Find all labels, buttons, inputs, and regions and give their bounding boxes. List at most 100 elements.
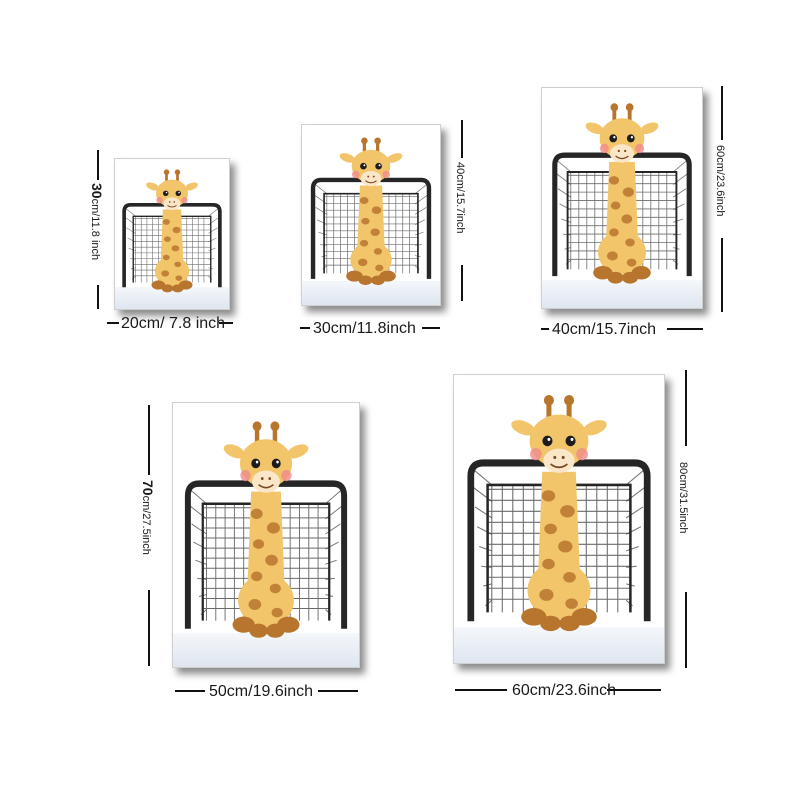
giraffe-spot <box>541 490 556 502</box>
giraffe-eye <box>162 190 169 197</box>
giraffe-foot <box>358 275 373 286</box>
giraffe-spot <box>371 206 382 215</box>
poster-floor <box>115 287 229 309</box>
giraffe-spot <box>625 238 635 247</box>
giraffe-spot <box>626 258 637 267</box>
giraffe-horn-tip <box>163 169 170 175</box>
giraffe-eye-glint <box>276 460 279 464</box>
giraffe-spot <box>621 214 633 224</box>
width-dimension-line <box>455 689 507 691</box>
giraffe-nostril <box>168 201 171 203</box>
width-label: 50cm/19.6inch <box>209 683 314 700</box>
giraffe-eye-glint <box>363 164 366 167</box>
giraffe-foot <box>172 284 184 293</box>
giraffe-spot <box>174 261 182 268</box>
giraffe-head <box>351 149 391 183</box>
giraffe-cheek <box>576 447 588 461</box>
giraffe-horn <box>362 141 367 153</box>
giraffe-horn-tip <box>252 421 262 432</box>
giraffe-spot <box>172 226 181 234</box>
giraffe-eye <box>360 162 367 170</box>
giraffe-foot <box>371 275 385 286</box>
giraffe-head <box>239 439 293 488</box>
giraffe-eye <box>175 190 182 197</box>
poster-floor <box>454 627 664 663</box>
height-dimension-line <box>461 265 463 301</box>
height-label: 60cm/23.6inch <box>714 145 726 217</box>
giraffe-foot <box>232 616 255 633</box>
giraffe-nostril <box>173 201 176 203</box>
giraffe-spot <box>610 201 621 210</box>
giraffe-eye-glint <box>630 136 634 139</box>
height-label: 30cm/11.8 inch <box>89 183 105 261</box>
giraffe-ear <box>146 182 160 191</box>
giraffe-head <box>156 179 188 208</box>
giraffe-spot <box>563 571 576 583</box>
giraffe-spot <box>560 505 575 518</box>
giraffe-eye <box>609 134 618 143</box>
giraffe-spot <box>171 245 180 252</box>
giraffe-spot <box>558 540 573 553</box>
giraffe-spot <box>539 588 554 601</box>
width-dimension-line <box>541 328 549 330</box>
giraffe-eye-glint <box>378 164 381 167</box>
poster-print-60x80 <box>453 374 665 664</box>
giraffe-eye <box>626 134 635 143</box>
giraffe-horn-tip <box>174 169 181 175</box>
giraffe-foot <box>540 615 562 632</box>
width-dimension-line <box>175 690 205 692</box>
giraffe-horn <box>272 427 278 444</box>
giraffe-eye-glint <box>547 437 551 441</box>
width-dimension-line <box>667 328 703 330</box>
giraffe-spot <box>161 270 170 277</box>
giraffe-spot <box>361 217 370 225</box>
giraffe-horn-tip <box>564 395 575 406</box>
giraffe-head <box>599 118 645 159</box>
giraffe-nostril <box>367 175 370 178</box>
giraffe-cheek <box>635 143 645 154</box>
giraffe-spot <box>542 558 555 570</box>
giraffe-horn-tip <box>361 137 368 145</box>
giraffe-ear <box>184 182 198 191</box>
giraffe-smile <box>167 204 177 208</box>
giraffe-smile <box>258 483 274 489</box>
giraffe-spot <box>252 539 265 549</box>
giraffe-spot <box>162 254 170 261</box>
height-dimension-line <box>148 405 150 475</box>
giraffe-spot <box>358 258 368 267</box>
height-dimension-line <box>97 285 99 309</box>
giraffe-foot <box>607 271 624 284</box>
giraffe-horn <box>165 172 168 182</box>
giraffe-cheek <box>351 170 360 179</box>
giraffe-smile <box>365 180 377 184</box>
giraffe-horn-tip <box>625 103 634 112</box>
giraffe-spot <box>375 264 384 272</box>
giraffe-spot <box>265 554 278 566</box>
giraffe-spot <box>266 522 280 534</box>
giraffe-horn <box>546 401 552 419</box>
poster-floor <box>542 280 702 308</box>
width-dimension-line <box>422 327 440 329</box>
giraffe-spot <box>565 598 578 609</box>
giraffe-nostril <box>372 175 375 178</box>
poster-print-20x30 <box>114 158 230 310</box>
giraffe-spot <box>606 251 618 261</box>
giraffe-cheek <box>281 469 292 482</box>
giraffe-spot <box>544 523 557 535</box>
giraffe-foot <box>151 280 166 290</box>
height-dimension-line <box>148 590 150 666</box>
giraffe-spot <box>250 508 263 519</box>
giraffe-spot <box>370 228 380 236</box>
poster-floor <box>302 281 440 305</box>
height-dimension-line <box>97 150 99 180</box>
giraffe-nostril <box>268 477 272 480</box>
giraffe-muzzle <box>252 470 280 493</box>
height-dimension-line <box>721 238 723 312</box>
giraffe-nostril <box>617 149 620 153</box>
giraffe-horn-tip <box>374 137 381 145</box>
height-dimension-line <box>721 86 723 140</box>
giraffe-cheek <box>156 197 163 204</box>
giraffe-nostril <box>553 455 557 459</box>
giraffe-cheek <box>382 170 391 179</box>
giraffe-ear <box>582 420 607 436</box>
